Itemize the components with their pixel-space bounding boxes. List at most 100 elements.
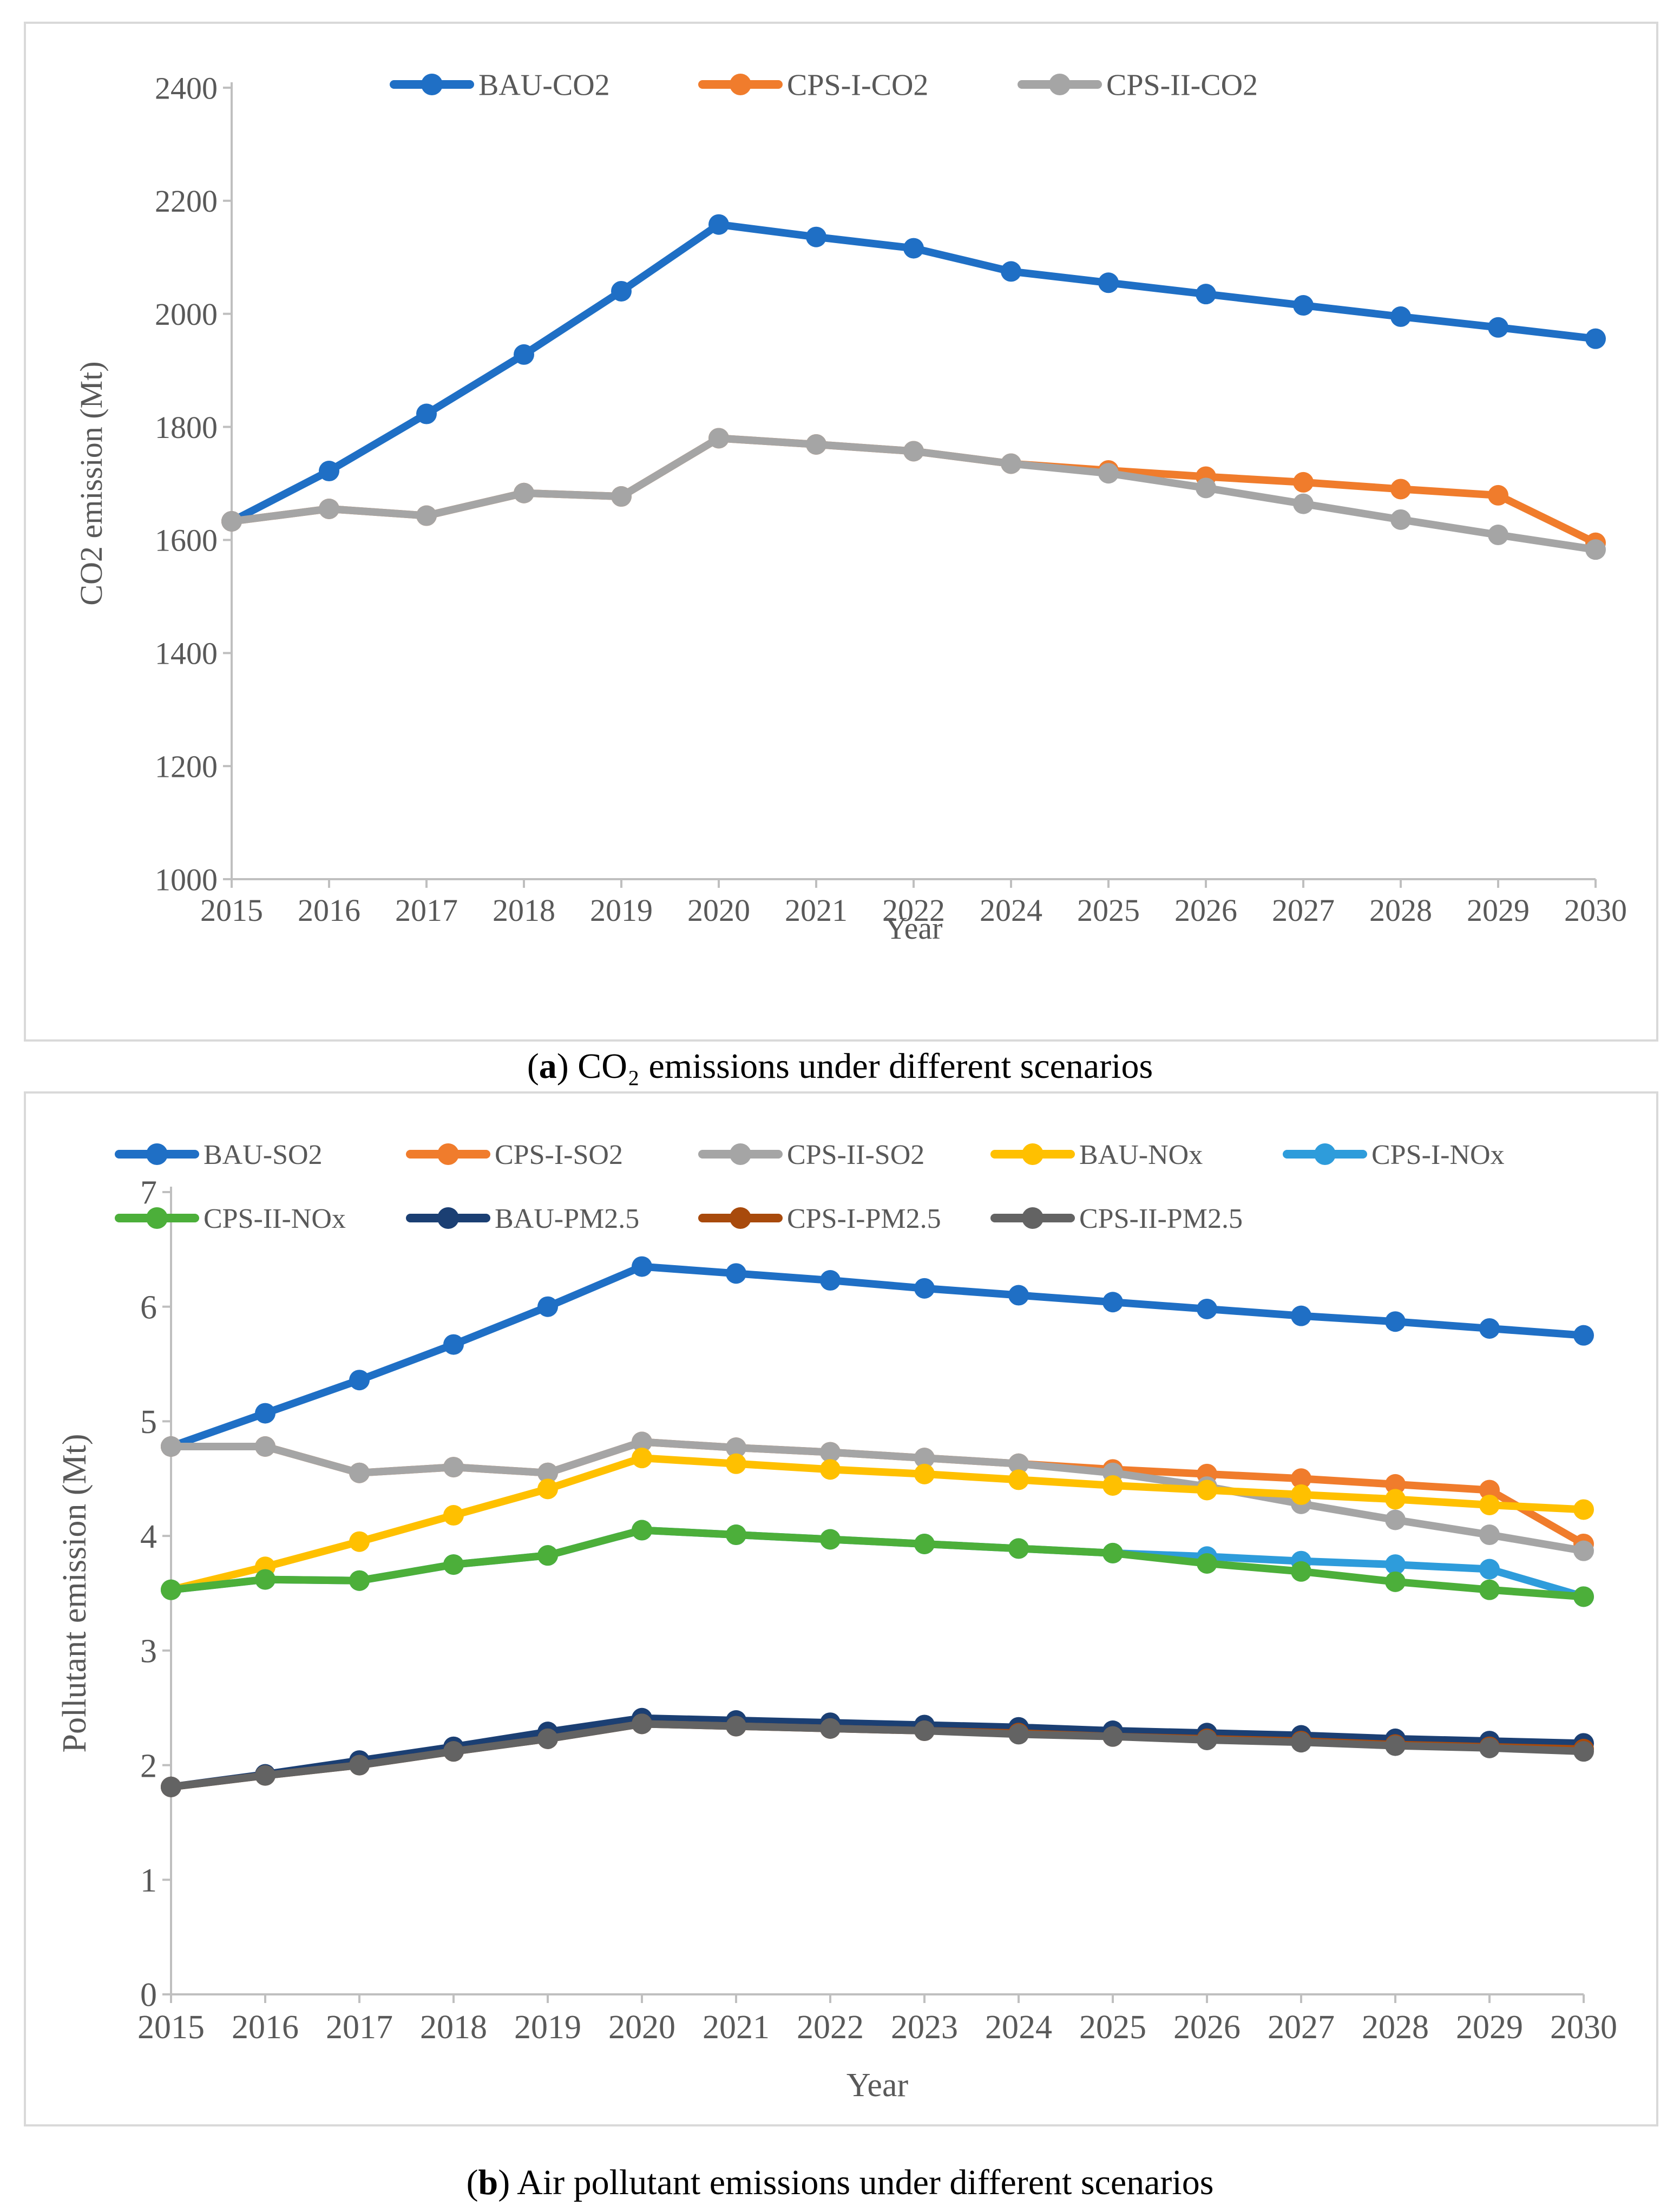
data-point-cps-ii-nox (820, 1529, 841, 1550)
legend-item-cps-i-so2: CPS-I-SO2 (406, 1140, 623, 1170)
co2-emissions-chart: 1000 1200 1400 1600 1800 2000 2200 2400 2015 2016… (74, 69, 1627, 946)
caption-a: (a) CO₂ emissions under different scenar… (527, 1046, 1153, 1086)
data-point-bau-nox (1291, 1484, 1311, 1505)
data-point-cps-ii-nox (349, 1570, 370, 1591)
data-point-bau-co2 (1196, 284, 1216, 305)
data-point-cps-ii-so2 (914, 1448, 935, 1469)
legend-label: CPS-II-PM2.5 (1079, 1203, 1243, 1234)
legend-swatch-marker (1022, 1143, 1044, 1165)
y-tick-label: 1000 (155, 862, 218, 897)
data-point-bau-so2 (1008, 1285, 1029, 1306)
series-bau-pm2-5 (161, 1707, 1594, 1797)
x-tick-label: 2018 (420, 2009, 487, 2046)
y-tick-label: 0 (140, 1977, 157, 2014)
x-tick-label: 2025 (1077, 893, 1140, 928)
data-point-cps-ii-so2 (255, 1436, 275, 1457)
data-point-bau-co2 (1098, 272, 1119, 293)
x-tick-label: 2029 (1456, 2009, 1523, 2046)
data-point-cps-ii-co2 (1196, 477, 1216, 499)
legend-label: CPS-I-SO2 (495, 1140, 623, 1170)
chart-panel-b: 0 1 2 3 4 5 6 7 2015 2016 2017 2018 2019 2020 2021 2022… (24, 1091, 1658, 2126)
data-point-cps-ii-nox (1197, 1553, 1217, 1574)
x-tick-label: 2027 (1272, 893, 1335, 928)
series-line-bau-co2 (228, 220, 1599, 525)
data-point-cps-ii-pm2-5 (537, 1728, 558, 1749)
data-point-cps-ii-so2 (443, 1457, 464, 1478)
data-point-cps-ii-pm2-5 (1197, 1729, 1217, 1750)
y-tick-label: 3 (140, 1633, 157, 1670)
data-point-cps-ii-co2 (1001, 453, 1021, 474)
data-point-cps-ii-pm2-5 (726, 1716, 746, 1737)
data-point-bau-so2 (1385, 1311, 1406, 1332)
data-point-bau-co2 (1585, 328, 1606, 349)
series-line-cps-ii-nox (167, 1526, 1587, 1601)
x-tick-label: 2026 (1174, 893, 1237, 928)
series-line-bau-so2 (167, 1262, 1587, 1451)
legend-item-cps-ii-pm2-5: CPS-II-PM2.5 (990, 1203, 1243, 1234)
legend-label: CPS-II-NOx (204, 1203, 346, 1234)
legend-label: CPS-I-CO2 (787, 69, 928, 102)
data-point-bau-co2 (319, 461, 339, 482)
data-point-bau-so2 (537, 1296, 558, 1317)
x-tick-label: 2024 (985, 2009, 1052, 2046)
legend-swatch-marker (437, 1143, 459, 1165)
legend-label: CPS-I-PM2.5 (787, 1203, 941, 1234)
legend-swatch-marker (146, 1143, 168, 1165)
y-tick-label: 2000 (155, 297, 218, 332)
data-point-cps-ii-pm2-5 (1479, 1737, 1500, 1758)
data-point-bau-nox (1573, 1499, 1594, 1520)
data-point-bau-co2 (1293, 295, 1314, 316)
data-point-bau-so2 (255, 1403, 275, 1424)
series-cps-i-nox (161, 1520, 1594, 1607)
data-point-cps-ii-nox (726, 1524, 746, 1546)
data-point-bau-nox (1102, 1475, 1123, 1496)
data-point-cps-ii-so2 (726, 1437, 746, 1458)
x-tick-label: 2023 (891, 2009, 958, 2046)
data-point-cps-ii-nox (443, 1554, 464, 1575)
data-point-cps-ii-co2 (319, 498, 339, 519)
x-tick-label: 2018 (493, 893, 555, 928)
data-point-cps-ii-pm2-5 (1102, 1726, 1123, 1747)
data-point-bau-so2 (1197, 1298, 1217, 1319)
x-tick-label: 2021 (785, 893, 848, 928)
data-point-bau-so2 (1102, 1292, 1123, 1313)
legend-swatch-marker (730, 74, 751, 95)
data-point-cps-ii-nox (537, 1545, 558, 1566)
caption-b-text: Air pollutant emissions under different … (517, 2163, 1214, 2202)
data-point-cps-i-so2 (1291, 1468, 1311, 1489)
x-tick-label: 2029 (1467, 893, 1530, 928)
x-tick-label: 2016 (298, 893, 360, 928)
y-tick-label: 4 (140, 1519, 157, 1555)
data-point-cps-ii-nox (1573, 1586, 1594, 1607)
data-point-cps-ii-pm2-5 (1008, 1724, 1029, 1745)
legend-item-cps-ii-co2: CPS-II-CO2 (1018, 69, 1258, 102)
legend-item-bau-so2: BAU-SO2 (115, 1140, 323, 1170)
data-point-cps-ii-so2 (1479, 1524, 1500, 1546)
data-point-cps-i-co2 (1488, 485, 1508, 506)
data-point-bau-nox (820, 1459, 841, 1480)
legend-label: BAU-NOx (1079, 1140, 1203, 1170)
y-tick-label: 2200 (155, 184, 218, 219)
data-point-cps-ii-nox (632, 1520, 652, 1541)
x-tick-label: 2030 (1564, 893, 1627, 928)
legend-item-bau-nox: BAU-NOx (990, 1140, 1203, 1170)
series-cps-ii-co2 (221, 428, 1606, 560)
data-point-cps-ii-pm2-5 (820, 1718, 841, 1739)
x-tick-label: 2020 (608, 2009, 675, 2046)
legend-item-cps-i-co2: CPS-I-CO2 (698, 69, 928, 102)
legend-swatch-marker (437, 1207, 459, 1229)
legend-item-bau-co2: BAU-CO2 (390, 69, 610, 102)
legend-label: CPS-II-SO2 (787, 1140, 924, 1170)
data-point-cps-ii-pm2-5 (1385, 1735, 1406, 1756)
series-cps-ii-pm2-5 (161, 1713, 1594, 1797)
legend-label: BAU-SO2 (204, 1140, 323, 1170)
x-axis-title: Year (885, 911, 943, 946)
data-point-cps-i-nox (1385, 1554, 1406, 1575)
data-point-cps-ii-so2 (820, 1442, 841, 1463)
legend-item-bau-pm2-5: BAU-PM2.5 (406, 1203, 639, 1234)
data-point-cps-i-co2 (1293, 472, 1314, 493)
series-line-cps-ii-pm2-5 (167, 1720, 1587, 1791)
data-point-bau-so2 (820, 1270, 841, 1291)
data-point-cps-i-so2 (1479, 1480, 1500, 1501)
data-point-cps-ii-pm2-5 (632, 1713, 652, 1735)
